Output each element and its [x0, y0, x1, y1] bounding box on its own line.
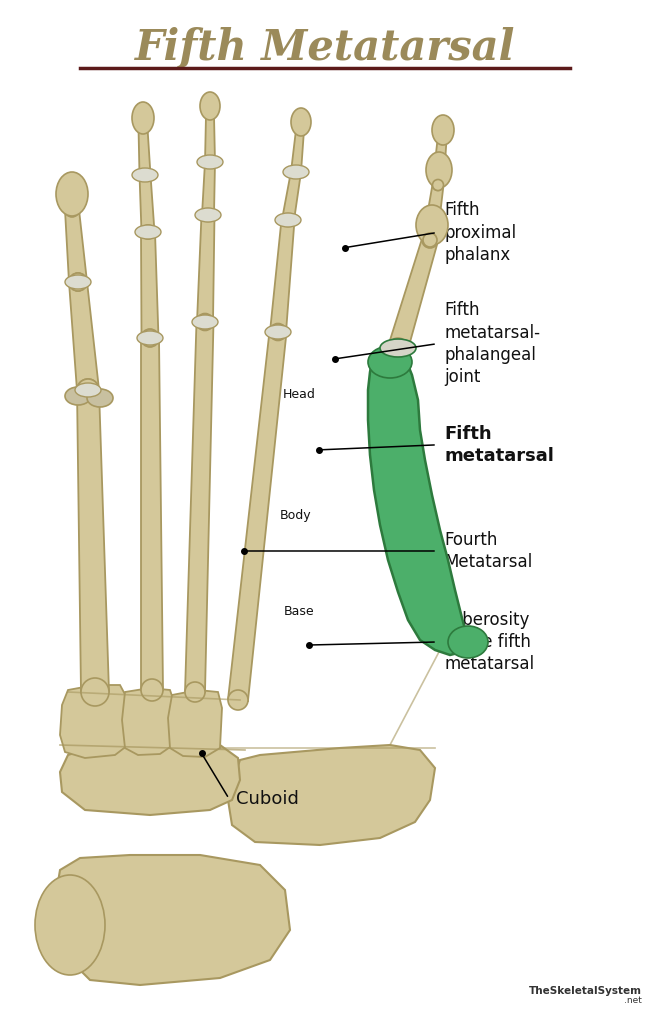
Polygon shape	[270, 219, 294, 333]
Ellipse shape	[132, 102, 154, 134]
Ellipse shape	[141, 329, 159, 347]
Ellipse shape	[56, 172, 88, 216]
Text: Fifth
proximal
phalanx: Fifth proximal phalanx	[444, 201, 516, 264]
Ellipse shape	[142, 225, 155, 239]
Ellipse shape	[137, 331, 163, 345]
Ellipse shape	[196, 313, 213, 331]
Polygon shape	[141, 338, 163, 691]
Ellipse shape	[205, 157, 215, 167]
Ellipse shape	[195, 208, 221, 222]
Text: Head: Head	[283, 388, 315, 400]
Ellipse shape	[140, 170, 151, 181]
Polygon shape	[197, 214, 214, 323]
Ellipse shape	[87, 389, 113, 407]
Text: Fifth
metatarsal-
phalangeal
joint: Fifth metatarsal- phalangeal joint	[444, 301, 540, 386]
Ellipse shape	[185, 682, 205, 702]
Polygon shape	[168, 690, 222, 757]
Polygon shape	[185, 321, 213, 693]
Text: Tuberosity
of the fifth
metatarsal: Tuberosity of the fifth metatarsal	[444, 611, 534, 673]
Polygon shape	[282, 171, 301, 221]
Ellipse shape	[426, 152, 452, 188]
Ellipse shape	[423, 233, 437, 247]
Ellipse shape	[265, 325, 291, 339]
Polygon shape	[55, 855, 290, 985]
Ellipse shape	[75, 383, 101, 397]
Ellipse shape	[228, 690, 248, 710]
Ellipse shape	[205, 157, 215, 167]
Polygon shape	[291, 129, 304, 173]
Ellipse shape	[202, 209, 214, 221]
Ellipse shape	[197, 155, 223, 169]
Ellipse shape	[368, 346, 412, 378]
Polygon shape	[389, 238, 437, 351]
Ellipse shape	[270, 324, 286, 340]
Polygon shape	[368, 355, 468, 655]
Ellipse shape	[81, 678, 109, 706]
Ellipse shape	[422, 232, 438, 248]
Text: Base: Base	[283, 606, 315, 618]
Text: TheSkeletalSystem: TheSkeletalSystem	[529, 986, 642, 996]
Ellipse shape	[132, 168, 158, 182]
Ellipse shape	[283, 165, 309, 179]
Ellipse shape	[77, 379, 99, 401]
Ellipse shape	[206, 111, 214, 119]
Ellipse shape	[282, 214, 294, 226]
Polygon shape	[69, 281, 99, 391]
Ellipse shape	[202, 208, 214, 221]
Polygon shape	[60, 742, 240, 815]
Ellipse shape	[388, 338, 408, 358]
Ellipse shape	[192, 315, 218, 329]
Text: .net: .net	[624, 996, 642, 1005]
Ellipse shape	[140, 170, 151, 181]
Ellipse shape	[141, 679, 163, 701]
Ellipse shape	[135, 225, 161, 239]
Ellipse shape	[448, 626, 488, 658]
Ellipse shape	[69, 273, 87, 291]
Ellipse shape	[142, 330, 159, 347]
Text: Fifth Metatarsal: Fifth Metatarsal	[135, 27, 515, 69]
Polygon shape	[141, 232, 159, 338]
Ellipse shape	[65, 203, 79, 217]
Polygon shape	[77, 390, 109, 693]
Ellipse shape	[65, 275, 91, 289]
Polygon shape	[122, 688, 175, 755]
Polygon shape	[228, 331, 287, 701]
Ellipse shape	[200, 92, 220, 120]
Polygon shape	[205, 115, 215, 162]
Text: Fourth
Metatarsal: Fourth Metatarsal	[444, 531, 532, 571]
Polygon shape	[423, 184, 443, 241]
Polygon shape	[138, 127, 151, 175]
Polygon shape	[202, 162, 215, 215]
Polygon shape	[432, 140, 447, 185]
Text: Cuboid: Cuboid	[236, 790, 299, 808]
Ellipse shape	[432, 180, 443, 190]
Ellipse shape	[77, 379, 99, 401]
Ellipse shape	[291, 167, 301, 177]
Ellipse shape	[197, 314, 213, 330]
Polygon shape	[140, 175, 155, 233]
Ellipse shape	[69, 273, 87, 291]
Ellipse shape	[275, 213, 301, 227]
Ellipse shape	[65, 387, 91, 405]
Ellipse shape	[141, 225, 155, 239]
Text: Body: Body	[280, 510, 311, 522]
Polygon shape	[60, 685, 128, 758]
Text: Fifth
metatarsal: Fifth metatarsal	[444, 425, 554, 465]
Ellipse shape	[380, 339, 416, 357]
Ellipse shape	[291, 167, 301, 177]
Ellipse shape	[432, 115, 454, 145]
Ellipse shape	[138, 123, 148, 132]
Ellipse shape	[432, 180, 443, 190]
Polygon shape	[65, 209, 87, 283]
Ellipse shape	[281, 213, 294, 226]
Ellipse shape	[416, 205, 448, 245]
Polygon shape	[228, 745, 435, 845]
Ellipse shape	[296, 126, 304, 134]
Ellipse shape	[35, 875, 105, 975]
Ellipse shape	[291, 108, 311, 136]
Ellipse shape	[270, 324, 287, 341]
Ellipse shape	[437, 135, 447, 145]
